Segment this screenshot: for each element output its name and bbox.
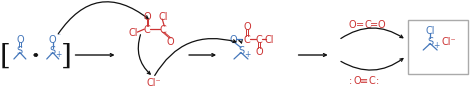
Text: Cl: Cl: [158, 12, 168, 22]
Text: S: S: [427, 37, 433, 47]
Bar: [408, 21, 468, 74]
Text: S: S: [238, 46, 244, 56]
Text: O: O: [166, 37, 174, 47]
Text: =: =: [370, 20, 378, 30]
Text: C: C: [364, 20, 371, 30]
Text: Cl: Cl: [426, 26, 435, 36]
Text: C: C: [255, 35, 262, 45]
Text: Cl⁻: Cl⁻: [442, 37, 456, 47]
Text: O: O: [229, 35, 237, 45]
Text: C: C: [144, 25, 151, 35]
Text: C: C: [160, 25, 167, 35]
Text: O: O: [144, 12, 151, 22]
Text: Cl: Cl: [264, 35, 273, 45]
Text: S: S: [17, 46, 23, 56]
Text: [: [: [0, 42, 10, 69]
Text: :: :: [349, 75, 352, 85]
Text: O: O: [243, 22, 251, 32]
Text: +: +: [433, 40, 439, 49]
Text: O: O: [378, 20, 385, 30]
Text: +: +: [244, 49, 250, 58]
Text: Cl: Cl: [128, 28, 138, 38]
Text: O: O: [16, 35, 24, 45]
Text: O: O: [49, 35, 56, 45]
Text: ≡: ≡: [360, 75, 368, 85]
Text: O: O: [354, 75, 361, 85]
Text: Cl⁻: Cl⁻: [146, 77, 161, 87]
Text: O: O: [349, 20, 356, 30]
Text: =: =: [356, 20, 365, 30]
Text: +: +: [55, 49, 62, 58]
Text: C: C: [244, 35, 250, 45]
Text: C: C: [368, 75, 375, 85]
Text: O: O: [255, 47, 263, 57]
Text: ⁻: ⁻: [57, 31, 61, 40]
Text: ]: ]: [61, 42, 72, 69]
Text: S: S: [50, 46, 56, 56]
Text: :: :: [376, 75, 379, 85]
